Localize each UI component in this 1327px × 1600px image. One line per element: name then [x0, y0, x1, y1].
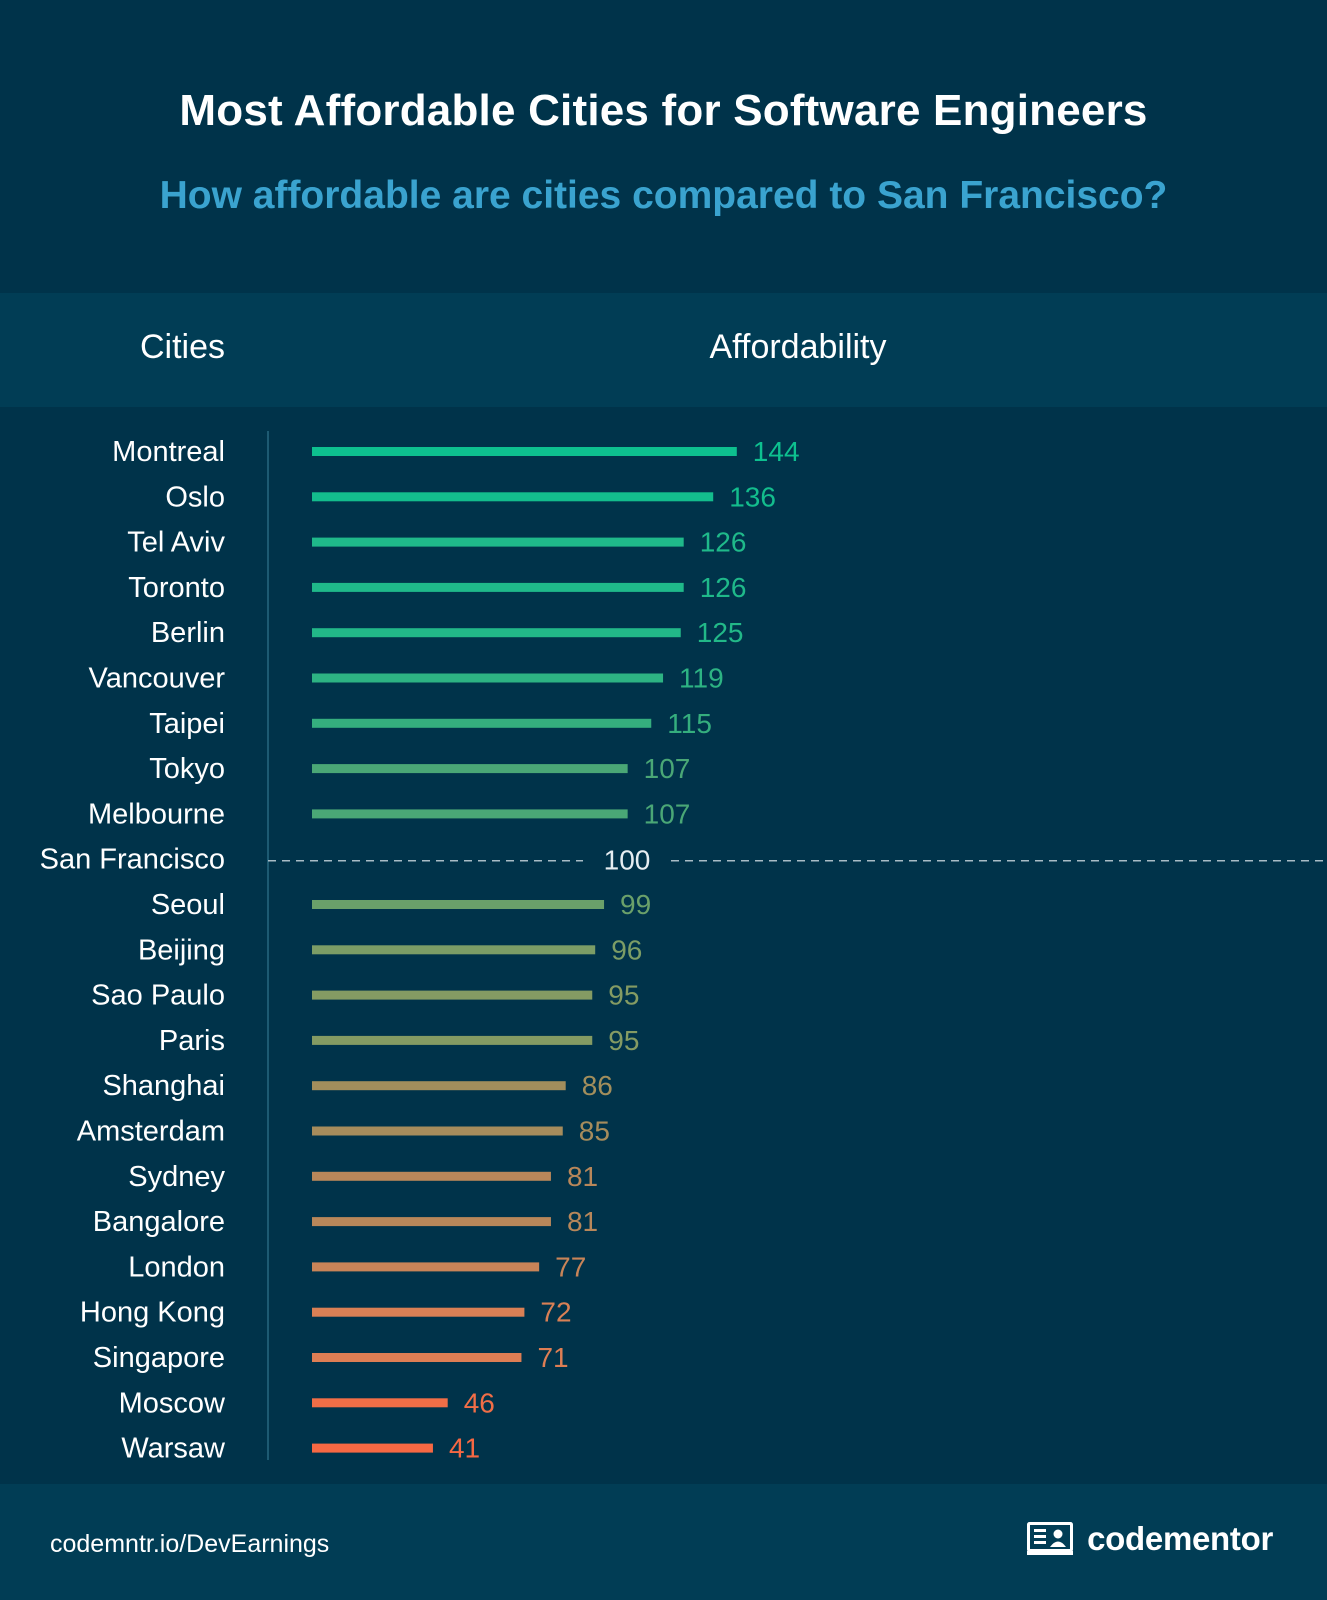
value-label-bangalore: 81 [567, 1206, 598, 1237]
value-label-paris: 95 [608, 1025, 639, 1056]
bar-montreal [312, 447, 737, 456]
page-title: Most Affordable Cities for Software Engi… [179, 86, 1148, 135]
value-label-berlin: 125 [697, 617, 744, 648]
value-label-taipei: 115 [667, 708, 712, 739]
city-label-shanghai: Shanghai [102, 1070, 225, 1102]
city-label-beijing: Beijing [138, 934, 225, 966]
bar-amsterdam [312, 1126, 563, 1136]
value-label-warsaw: 41 [449, 1433, 480, 1464]
value-label-tokyo: 107 [644, 753, 691, 784]
value-label-sydney: 81 [567, 1161, 598, 1192]
value-label-shanghai: 86 [582, 1070, 613, 1101]
bar-seoul [312, 900, 605, 909]
brand-name: codementor [1087, 1520, 1273, 1557]
value-label-london: 77 [555, 1251, 586, 1282]
city-label-tokyo: Tokyo [149, 753, 225, 785]
city-label-bangalore: Bangalore [93, 1206, 225, 1238]
city-label-hong-kong: Hong Kong [80, 1297, 225, 1329]
cities-column-header: Cities [139, 328, 225, 366]
bar-taipei [312, 718, 652, 728]
bar-vancouver [312, 673, 664, 683]
city-label-oslo: Oslo [165, 481, 225, 513]
bar-toronto [312, 582, 684, 592]
bar-tokyo [312, 764, 628, 774]
city-label-paris: Paris [159, 1025, 225, 1057]
value-label-amsterdam: 85 [579, 1116, 610, 1147]
bar-oslo [312, 492, 714, 502]
city-label-sydney: Sydney [128, 1161, 225, 1193]
value-label-tel-aviv: 126 [700, 527, 747, 558]
bar-hong-kong [312, 1307, 525, 1317]
city-label-london: London [128, 1251, 225, 1283]
footer-band [0, 1484, 1327, 1600]
city-label-berlin: Berlin [151, 617, 225, 649]
brand-logo: codementor [1027, 1520, 1273, 1558]
value-label-vancouver: 119 [679, 663, 724, 694]
city-label-amsterdam: Amsterdam [77, 1116, 225, 1148]
value-label-san-francisco: 100 [604, 845, 651, 876]
city-label-warsaw: Warsaw [121, 1433, 226, 1465]
value-label-sao-paulo: 95 [608, 980, 639, 1011]
city-label-tel-aviv: Tel Aviv [127, 527, 225, 559]
column-header-band [0, 293, 1327, 407]
city-label-seoul: Seoul [151, 889, 225, 921]
bar-singapore [312, 1353, 522, 1362]
bar-berlin [312, 628, 681, 638]
codementor-logo-icon [1027, 1522, 1074, 1555]
value-label-seoul: 99 [620, 889, 651, 920]
city-label-toronto: Toronto [128, 572, 225, 604]
city-label-san-francisco: San Francisco [40, 844, 225, 876]
value-label-oslo: 136 [729, 481, 776, 512]
bar-beijing [312, 945, 596, 955]
value-label-beijing: 96 [611, 934, 642, 965]
affordability-column-header: Affordability [709, 328, 887, 366]
city-label-moscow: Moscow [119, 1387, 226, 1419]
value-label-toronto: 126 [700, 572, 747, 603]
bar-melbourne [312, 809, 628, 819]
bar-shanghai [312, 1081, 566, 1091]
bar-moscow [312, 1398, 448, 1408]
value-label-montreal: 144 [753, 436, 800, 467]
value-label-singapore: 71 [537, 1342, 568, 1373]
bar-sao-paulo [312, 990, 593, 1000]
city-label-vancouver: Vancouver [89, 663, 226, 695]
value-label-moscow: 46 [464, 1387, 495, 1418]
city-label-sao-paulo: Sao Paulo [91, 980, 225, 1012]
bar-sydney [312, 1171, 551, 1181]
city-label-melbourne: Melbourne [88, 798, 225, 830]
bar-paris [312, 1035, 593, 1045]
value-label-hong-kong: 72 [540, 1297, 571, 1328]
source-link[interactable]: codemntr.io/DevEarnings [50, 1530, 330, 1558]
bar-bangalore [312, 1217, 551, 1227]
city-label-taipei: Taipei [149, 708, 225, 740]
affordability-bar-chart: Montreal 144 Oslo 136 Tel Aviv 126 Toronto 126 B… [40, 431, 1327, 1465]
bar-london [312, 1262, 540, 1272]
city-label-montreal: Montreal [112, 436, 225, 468]
value-label-melbourne: 107 [644, 798, 691, 829]
bar-tel-aviv [312, 537, 684, 547]
city-label-singapore: Singapore [93, 1342, 225, 1374]
page-subtitle: How affordable are cities compared to Sa… [159, 174, 1168, 217]
bar-warsaw [312, 1443, 433, 1453]
